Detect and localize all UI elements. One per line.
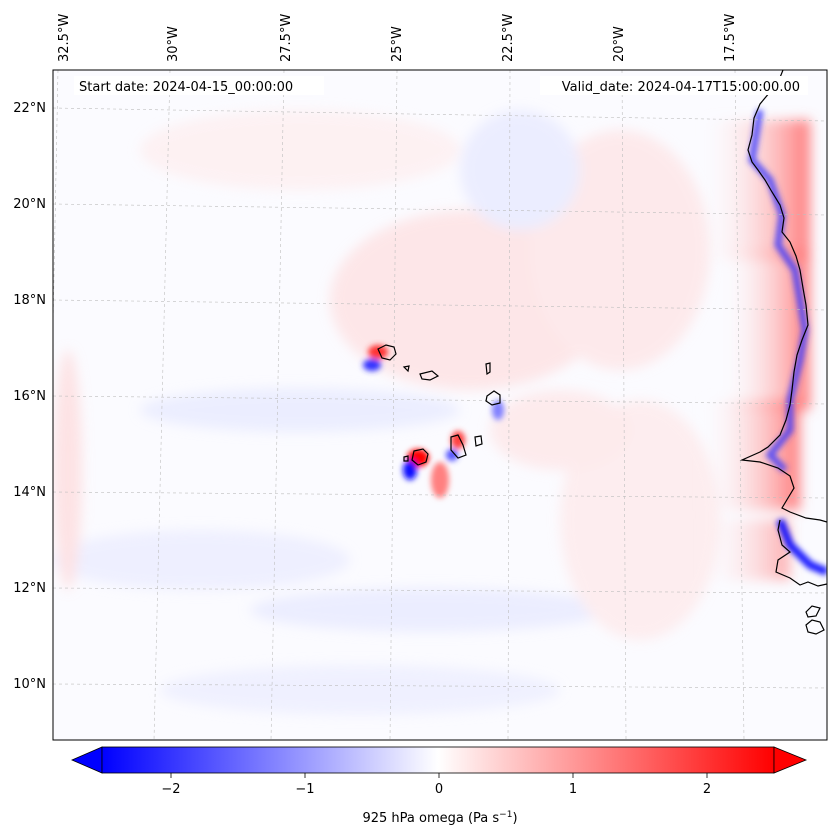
colorbar-extend-max [773, 746, 808, 774]
colorbar-gradient [101, 746, 775, 774]
coastline [739, 70, 827, 635]
lon-label: 22.5°W [501, 14, 516, 62]
colorbar-extend-min [70, 746, 103, 774]
lat-label: 14°N [13, 485, 46, 500]
colorbar-tick: 0 [435, 782, 443, 797]
colorbar-tick: 1 [569, 782, 577, 797]
gridlines [53, 70, 827, 740]
lon-label: 25°W [390, 26, 405, 62]
latitude-labels: 22°N 20°N 18°N 16°N 14°N 12°N 10°N [13, 101, 46, 692]
lon-label: 27.5°W [279, 14, 294, 62]
cape-verde-islands [377, 344, 501, 466]
colorbar-tick: −1 [295, 782, 314, 797]
omega-field [53, 70, 827, 740]
lat-label: 12°N [13, 581, 46, 596]
lon-label: 30°W [166, 26, 181, 62]
lat-label: 20°N [13, 197, 46, 212]
map-frame [52, 69, 828, 741]
start-date-label: Start date: 2024-04-15_00:00:00 [79, 80, 293, 95]
lat-label: 10°N [13, 677, 46, 692]
colorbar-tick: 2 [703, 782, 711, 797]
lon-label: 32.5°W [57, 14, 72, 62]
lat-label: 16°N [13, 389, 46, 404]
colorbar: −2 −1 0 1 2 925 hPa omega (Pa s−1) [70, 746, 808, 826]
colorbar-tick: −2 [161, 782, 180, 797]
lon-label: 17.5°W [723, 14, 738, 62]
lat-label: 22°N [13, 101, 46, 116]
west-africa-coast [739, 70, 827, 523]
valid-date-label: Valid_date: 2024-04-17T15:00:00.00 [562, 80, 800, 95]
longitude-labels: 32.5°W 30°W 27.5°W 25°W 22.5°W 20°W 17.5… [57, 14, 738, 62]
start-date-box [74, 76, 324, 95]
colorbar-label: 925 hPa omega (Pa s−1) [362, 810, 517, 826]
valid-date-box [540, 76, 808, 95]
lon-label: 20°W [612, 26, 627, 62]
lat-label: 18°N [13, 293, 46, 308]
